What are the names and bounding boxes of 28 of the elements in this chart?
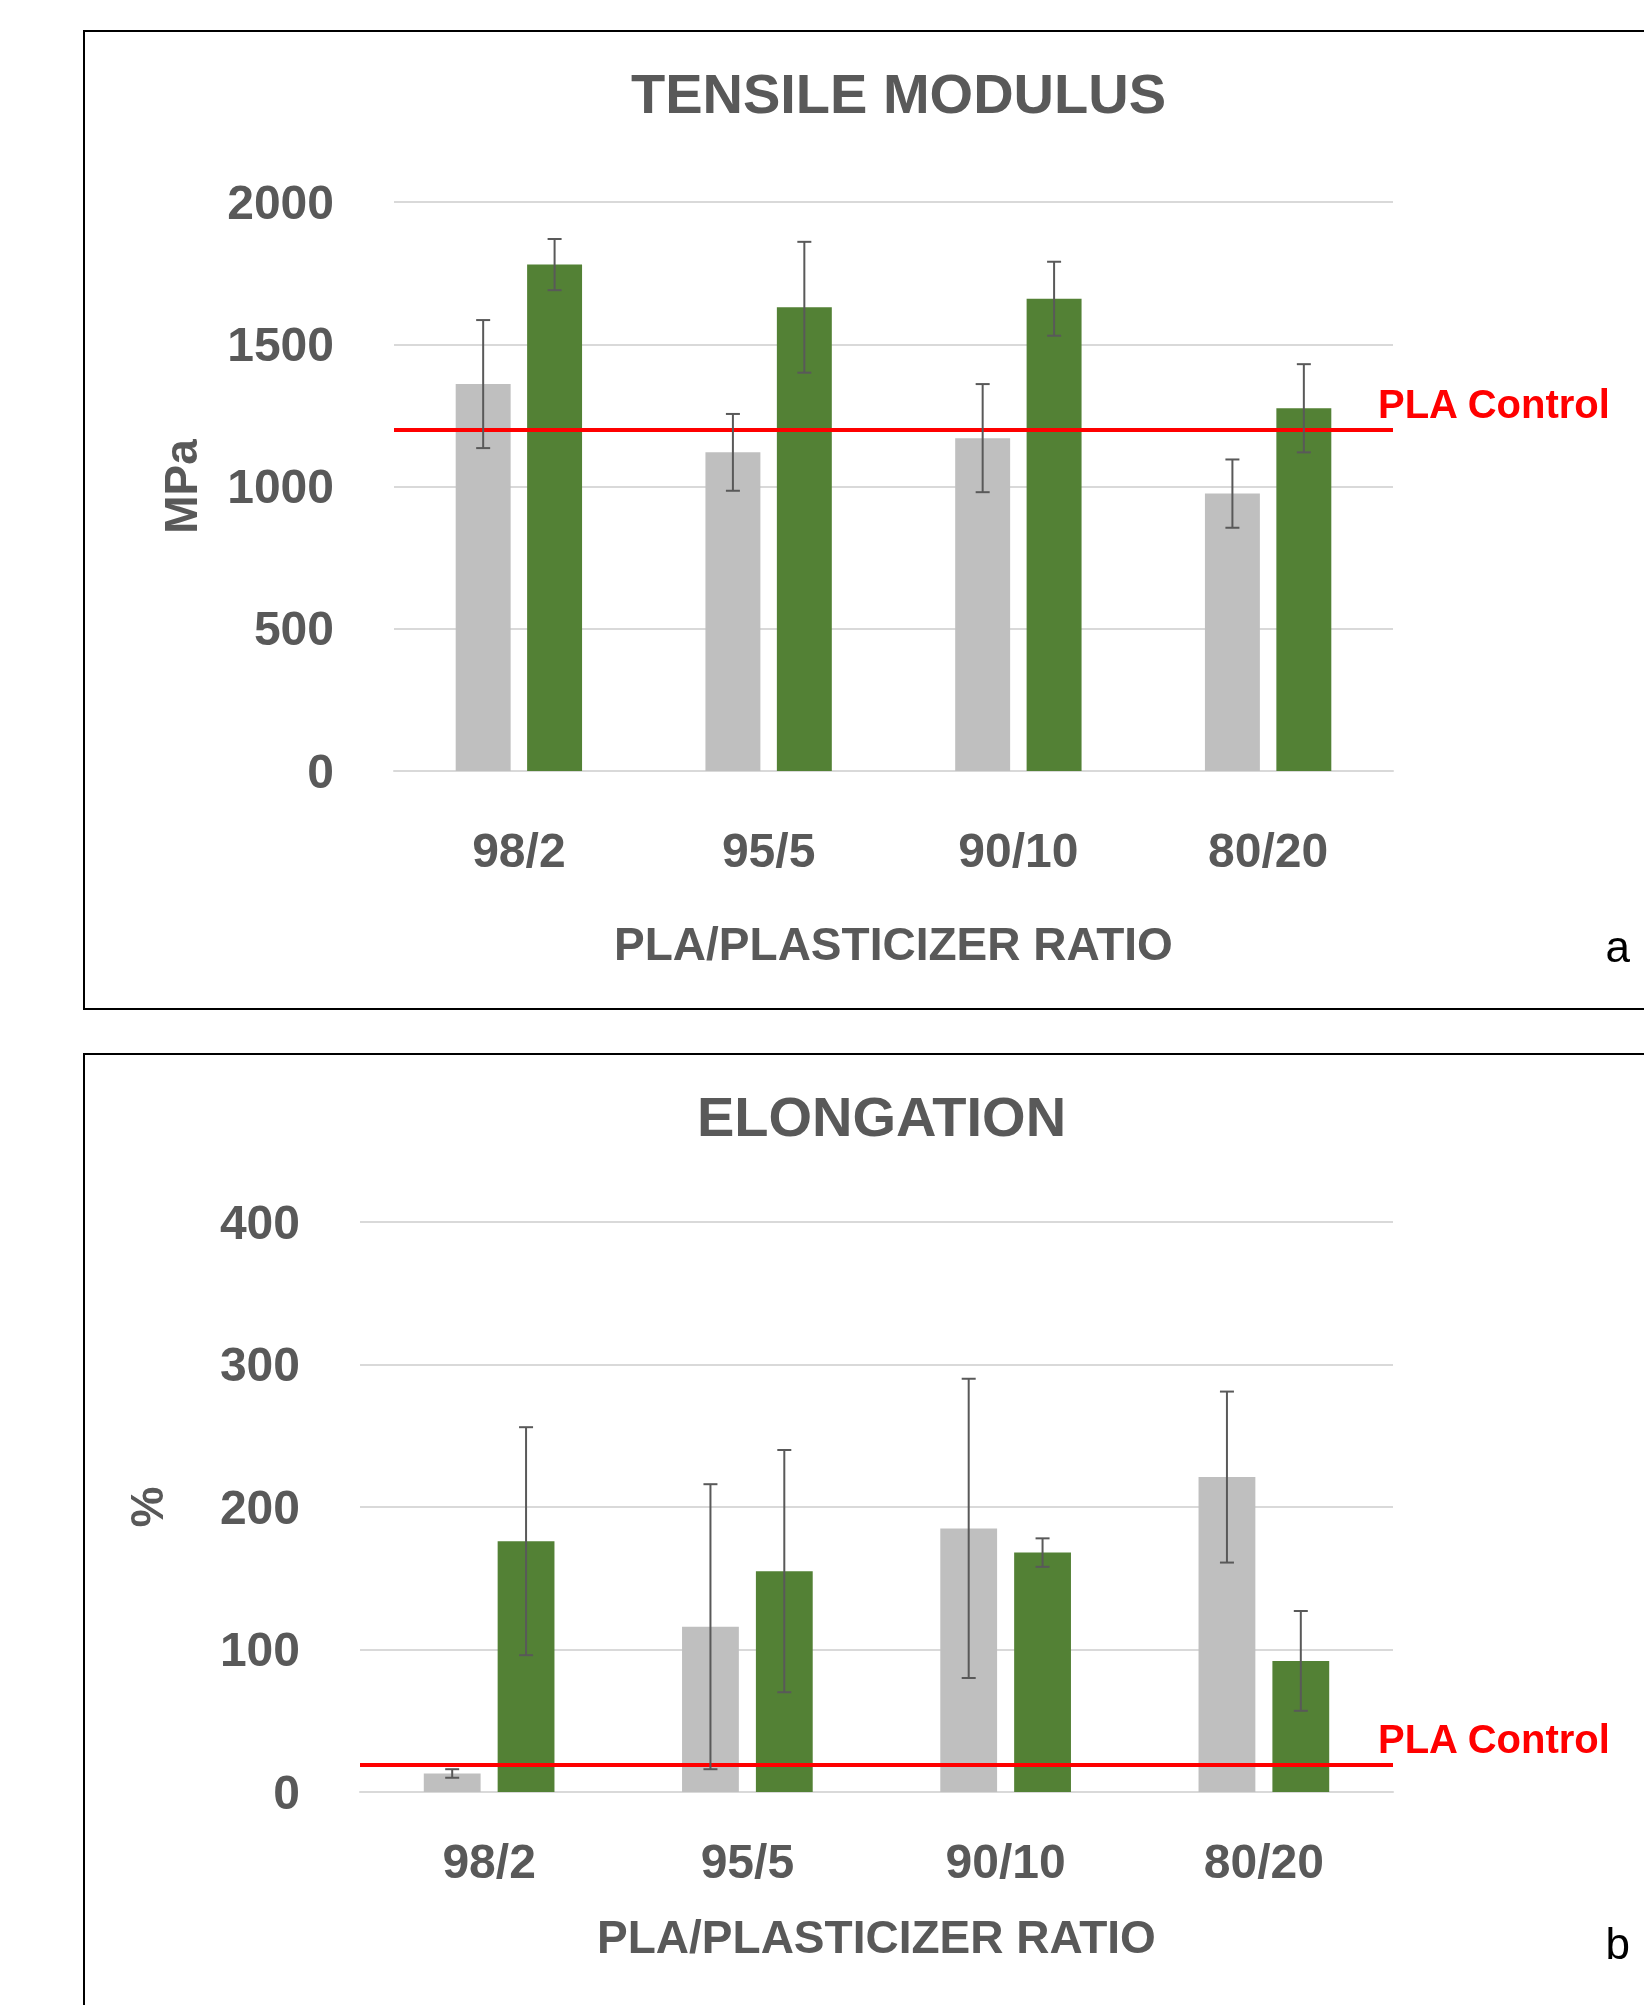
y-tick-label: 2000 <box>227 175 334 229</box>
x-tick-label: 98/2 <box>442 1834 536 1888</box>
x-tick-label: 90/10 <box>945 1834 1066 1888</box>
y-tick-label: 400 <box>219 1195 300 1249</box>
y-tick-label: 300 <box>219 1338 300 1391</box>
x-axis-title: PLA/PLASTICIZER RATIO <box>597 1911 1156 1963</box>
y-tick-label: 0 <box>273 1765 300 1819</box>
y-axis-title: MPa <box>155 438 207 534</box>
y-tick-label: 100 <box>219 1623 300 1676</box>
ref-line-label: PLA Control <box>1378 1716 1610 1761</box>
x-tick-label: 80/20 <box>1208 823 1329 877</box>
x-tick-label: 80/20 <box>1203 1834 1324 1888</box>
text: b <box>1605 1918 1631 1968</box>
y-tick-label: 500 <box>253 602 334 656</box>
chart-title: TENSILE MODULUS <box>630 61 1167 125</box>
y-tick-label: 0 <box>307 744 334 798</box>
x-tick-label: 98/2 <box>472 823 566 877</box>
x-tick-label: 95/5 <box>700 1834 795 1888</box>
chart-title: ELONGATION <box>696 1084 1067 1148</box>
text: a <box>1605 921 1631 971</box>
y-tick-label: 200 <box>219 1480 300 1534</box>
y-tick-label: 1500 <box>227 317 334 371</box>
y-axis-title: % <box>121 1486 173 1528</box>
y-tick-label: 1000 <box>227 460 334 513</box>
x-tick-label: 90/10 <box>958 823 1079 877</box>
ref-line-label: PLA Control <box>1378 381 1610 426</box>
x-tick-label: 95/5 <box>721 823 816 877</box>
x-axis-title: PLA/PLASTICIZER RATIO <box>614 918 1173 970</box>
